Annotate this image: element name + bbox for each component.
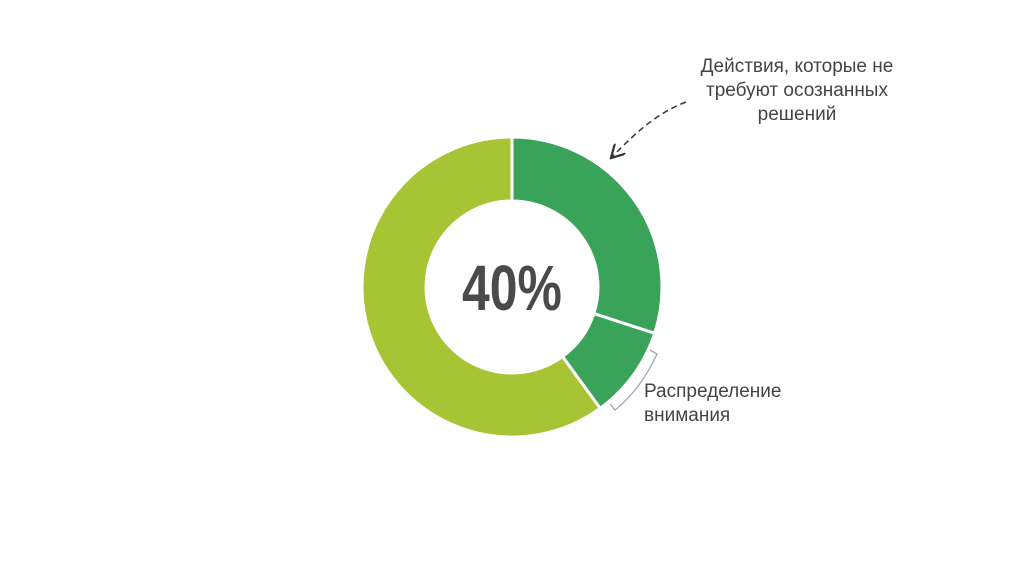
annotation: Действия, которые не требуют осознанных …: [700, 56, 894, 125]
annotation-bracket: [609, 349, 658, 411]
donut-segment: [510, 135, 664, 336]
annotation-arrow: [612, 101, 687, 157]
donut: [360, 135, 664, 439]
donut-segment: [360, 135, 603, 439]
center-label: 40%: [462, 253, 562, 324]
annotation: Распределение внимания: [644, 381, 782, 426]
